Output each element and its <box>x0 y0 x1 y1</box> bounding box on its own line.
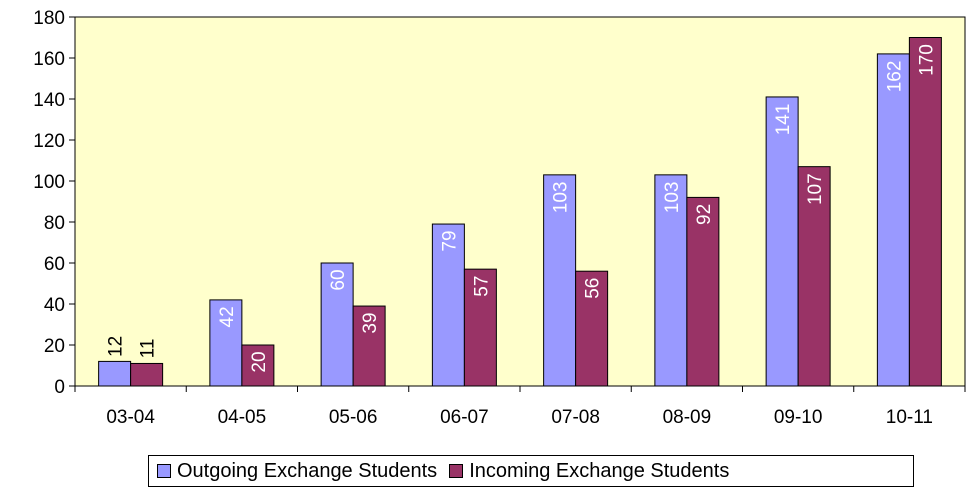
data-label-outgoing: 103 <box>551 181 572 213</box>
x-tick-label: 08-09 <box>663 407 712 428</box>
x-tick-label: 06-07 <box>440 407 489 428</box>
data-label-outgoing: 79 <box>439 230 460 251</box>
bar-outgoing <box>209 299 243 387</box>
data-label-outgoing: 42 <box>217 306 238 327</box>
data-label-incoming: 39 <box>360 312 381 333</box>
legend: Outgoing Exchange Students Incoming Exch… <box>148 455 914 487</box>
y-tick-label: 140 <box>33 90 65 111</box>
bar-incoming <box>686 196 720 387</box>
x-tick-label: 04-05 <box>218 407 267 428</box>
bar-outgoing <box>876 53 910 387</box>
y-tick-label: 40 <box>44 295 65 316</box>
bar-incoming <box>797 166 831 387</box>
data-label-outgoing: 60 <box>328 269 349 290</box>
bar-incoming <box>130 362 164 387</box>
data-label-incoming: 20 <box>249 351 270 372</box>
y-tick-label: 120 <box>33 131 65 152</box>
bar-outgoing <box>654 174 688 387</box>
y-tick-label: 60 <box>44 254 65 275</box>
bar-incoming <box>575 270 609 387</box>
legend-item-incoming: Incoming Exchange Students <box>449 460 729 483</box>
data-label-outgoing: 141 <box>773 104 794 136</box>
bar-incoming <box>241 344 275 387</box>
bar-chart: 0 20 40 60 80 100 120 140 160 180 03-04 04-05 05-06… <box>33 8 966 428</box>
data-label-outgoing: 103 <box>662 181 683 213</box>
legend-label-incoming: Incoming Exchange Students <box>469 459 730 482</box>
y-tick-label: 80 <box>44 213 65 234</box>
bar-outgoing <box>765 96 799 387</box>
bar-outgoing <box>320 262 354 387</box>
bar-incoming <box>908 37 942 387</box>
data-label-outgoing: 162 <box>884 61 905 93</box>
data-label-incoming: 170 <box>916 44 937 76</box>
x-axis: 03-04 04-05 05-06 06-07 07-08 08-09 09-10 10-11 <box>74 386 966 428</box>
y-tick-label: 0 <box>54 377 65 398</box>
data-label-incoming: 11 <box>138 339 159 359</box>
bar-incoming <box>352 305 386 387</box>
legend-item-outgoing: Outgoing Exchange Students <box>157 460 437 483</box>
data-label-outgoing: 12 <box>106 336 127 357</box>
y-tick-label: 160 <box>33 49 65 70</box>
y-tick-label: 180 <box>33 8 65 29</box>
plot-area <box>74 16 966 387</box>
bar-outgoing <box>543 174 577 387</box>
x-tick-label: 09-10 <box>774 407 823 428</box>
data-label-incoming: 56 <box>583 278 604 299</box>
y-tick-label: 100 <box>33 172 65 193</box>
data-label-incoming: 57 <box>471 276 492 297</box>
bars: 12 42 60 79 103 103 141 162 11 20 39 57 56 92 107 170 <box>98 37 942 387</box>
bar-outgoing <box>98 360 132 387</box>
data-label-incoming: 107 <box>805 173 826 205</box>
bar-incoming <box>463 268 497 387</box>
legend-label-outgoing: Outgoing Exchange Students <box>177 459 438 482</box>
y-tick-label: 20 <box>44 336 65 357</box>
y-axis: 0 20 40 60 80 100 120 140 160 180 <box>33 8 75 398</box>
legend-swatch-incoming <box>449 464 464 478</box>
data-label-incoming: 92 <box>694 204 715 225</box>
x-tick-label: 03-04 <box>106 407 155 428</box>
x-tick-label: 07-08 <box>551 407 600 428</box>
x-tick-label: 05-06 <box>329 407 378 428</box>
legend-swatch-outgoing <box>157 464 171 478</box>
x-tick-label: 10-11 <box>886 407 933 428</box>
bar-outgoing <box>431 223 465 387</box>
